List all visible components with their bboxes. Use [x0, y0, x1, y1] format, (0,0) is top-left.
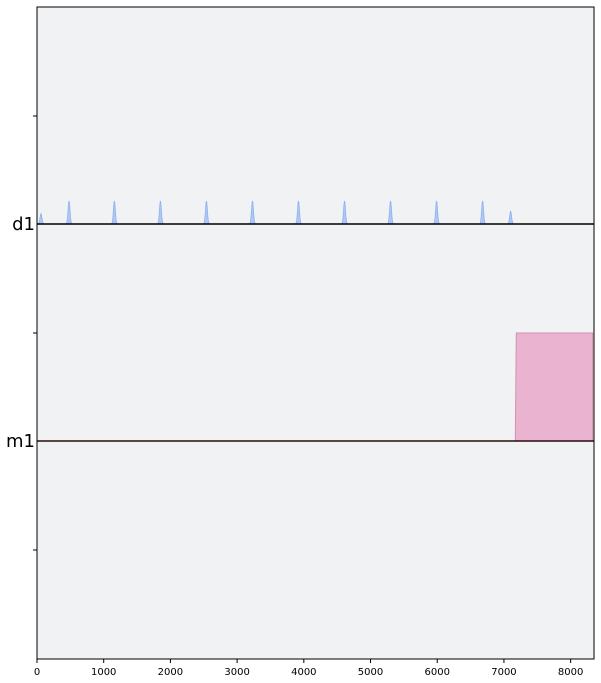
x-tick-label: 4000 — [291, 667, 316, 678]
channel-label-m1: m1 — [6, 431, 35, 452]
m1-block — [514, 332, 594, 442]
x-tick-label: 0 — [34, 667, 40, 678]
channel-label-d1: d1 — [12, 214, 35, 235]
plot-frame — [36, 6, 595, 660]
x-tick-label: 8000 — [558, 667, 583, 678]
x-axis-ticks: 0 1000 2000 3000 4000 5000 6000 7000 8000 — [34, 659, 583, 678]
plot-background — [37, 7, 594, 659]
x-tick-label: 2000 — [158, 667, 183, 678]
x-tick-label: 5000 — [358, 667, 383, 678]
x-tick-label: 3000 — [224, 667, 249, 678]
m1-block-series — [514, 332, 594, 442]
x-tick-label: 7000 — [491, 667, 516, 678]
x-tick-label: 1000 — [91, 667, 116, 678]
x-tick-label: 6000 — [425, 667, 450, 678]
